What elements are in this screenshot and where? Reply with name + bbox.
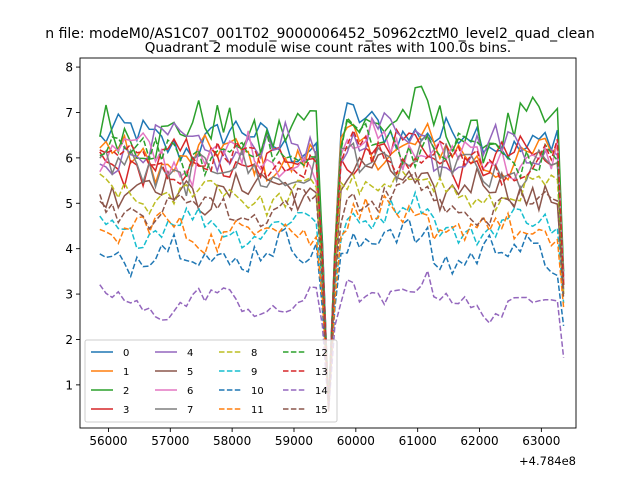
x-tick-label: 60000 bbox=[337, 434, 375, 448]
legend-label: 1 bbox=[123, 367, 129, 378]
x-offset-text: +4.784e8 bbox=[519, 454, 576, 468]
y-tick-label: 6 bbox=[65, 151, 73, 165]
x-tick-label: 59000 bbox=[275, 434, 313, 448]
legend-label: 13 bbox=[315, 367, 328, 378]
series-line-8 bbox=[99, 170, 565, 409]
figure-suptitle: n file: modeM0/AS1C07_001T02_9000006452_… bbox=[45, 26, 594, 42]
x-tick-label: 58000 bbox=[213, 434, 251, 448]
legend-box bbox=[84, 339, 338, 423]
x-tick-label: 56000 bbox=[89, 434, 127, 448]
y-tick-label: 5 bbox=[65, 197, 73, 211]
legend-label: 10 bbox=[251, 386, 264, 397]
y-tick-label: 4 bbox=[65, 242, 73, 256]
legend-label: 15 bbox=[315, 405, 328, 416]
series-line-12 bbox=[99, 116, 565, 407]
axes-title: Quadrant 2 module wise count rates with … bbox=[145, 40, 511, 56]
legend-label: 4 bbox=[187, 348, 193, 359]
legend-label: 8 bbox=[251, 348, 257, 359]
axis-ticks: 56000 57000 58000 59000 60000 61000 62000 63000… bbox=[65, 61, 560, 448]
y-tick-label: 7 bbox=[65, 106, 73, 120]
x-tick-label: 62000 bbox=[460, 434, 498, 448]
legend-label: 9 bbox=[251, 367, 257, 378]
legend-label: 14 bbox=[315, 386, 328, 397]
axes-frame bbox=[79, 57, 577, 429]
legend-label: 5 bbox=[187, 367, 193, 378]
x-tick-label: 61000 bbox=[399, 434, 437, 448]
legend-label: 6 bbox=[187, 386, 193, 397]
y-tick-label: 8 bbox=[65, 61, 73, 75]
y-tick-label: 1 bbox=[65, 378, 73, 392]
legend-label: 7 bbox=[187, 405, 193, 416]
x-tick-label: 57000 bbox=[151, 434, 189, 448]
legend-label: 0 bbox=[123, 348, 129, 359]
legend-label: 11 bbox=[251, 405, 264, 416]
legend-label: 2 bbox=[123, 386, 129, 397]
x-tick-label: 63000 bbox=[522, 434, 560, 448]
legend-label: 3 bbox=[123, 405, 129, 416]
y-tick-label: 3 bbox=[65, 288, 73, 302]
y-tick-label: 2 bbox=[65, 333, 73, 347]
legend-label: 12 bbox=[315, 348, 328, 359]
